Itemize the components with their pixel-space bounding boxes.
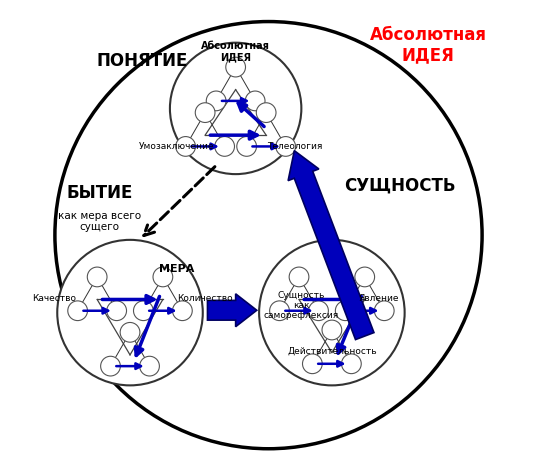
Circle shape: [195, 103, 215, 123]
Circle shape: [309, 301, 329, 321]
Text: Количество: Количество: [177, 294, 233, 303]
Circle shape: [237, 137, 257, 156]
Circle shape: [302, 354, 322, 374]
Circle shape: [289, 267, 309, 287]
Text: Сущность
как
саморефлексия: Сущность как саморефлексия: [264, 291, 339, 321]
Text: Абсолютная
ИДЕЯ: Абсолютная ИДЕЯ: [369, 26, 487, 65]
Text: СУЩНОСТЬ: СУЩНОСТЬ: [344, 177, 456, 195]
Text: как мера всего
сущего: как мера всего сущего: [58, 211, 141, 232]
Circle shape: [206, 91, 226, 111]
Text: БЫТИЕ: БЫТИЕ: [66, 184, 133, 202]
Circle shape: [276, 137, 295, 156]
Circle shape: [172, 301, 192, 321]
Text: ПОНЯТИЕ: ПОНЯТИЕ: [96, 52, 187, 70]
Circle shape: [57, 240, 203, 385]
Text: Телеология: Телеология: [267, 142, 322, 151]
Circle shape: [245, 91, 265, 111]
Circle shape: [226, 57, 245, 77]
Circle shape: [140, 356, 159, 376]
FancyArrow shape: [288, 151, 374, 340]
Text: Явление: Явление: [359, 294, 399, 303]
Circle shape: [270, 301, 289, 321]
Text: Абсолютная
ИДЕЯ: Абсолютная ИДЕЯ: [201, 41, 270, 62]
Circle shape: [342, 354, 361, 374]
Text: МЕРА: МЕРА: [159, 264, 194, 274]
Circle shape: [259, 240, 405, 385]
Circle shape: [100, 356, 120, 376]
Circle shape: [68, 301, 88, 321]
Circle shape: [374, 301, 394, 321]
Circle shape: [88, 267, 107, 287]
Circle shape: [55, 21, 482, 449]
Circle shape: [134, 301, 153, 321]
Text: Качество: Качество: [32, 294, 76, 303]
Text: Умозаключение: Умозаключение: [139, 142, 215, 151]
Circle shape: [355, 267, 375, 287]
Circle shape: [215, 137, 235, 156]
Circle shape: [256, 103, 276, 123]
Circle shape: [336, 301, 355, 321]
Circle shape: [120, 323, 140, 342]
Circle shape: [107, 301, 127, 321]
Circle shape: [170, 43, 301, 174]
Text: Действительность: Действительность: [287, 347, 376, 356]
Circle shape: [176, 137, 195, 156]
Circle shape: [153, 267, 173, 287]
Circle shape: [322, 320, 342, 340]
FancyArrow shape: [207, 294, 257, 327]
